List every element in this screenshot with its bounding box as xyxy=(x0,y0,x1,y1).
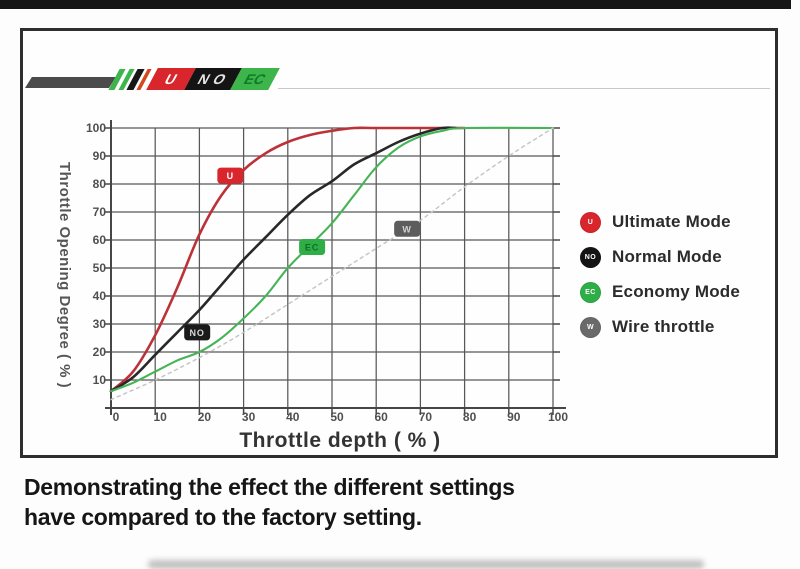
y-tick-label: 90 xyxy=(92,149,106,163)
caption-line-1: Demonstrating the effect the different s… xyxy=(24,474,515,500)
x-tick-label: 10 xyxy=(153,410,167,424)
curve-badge-ec xyxy=(299,239,326,255)
curve-normal-mode xyxy=(109,126,458,393)
curve-badge-label-no: NO xyxy=(189,328,205,338)
curve-wire-throttle-factory- xyxy=(110,127,554,401)
y-tick-label: 30 xyxy=(92,317,106,331)
legend-item-economy-mode: EC Economy Mode xyxy=(580,281,740,303)
x-tick-label: 60 xyxy=(374,410,388,424)
x-tick-label: 30 xyxy=(241,410,256,424)
legend-label: Normal Mode xyxy=(612,247,722,266)
x-tick-label: 40 xyxy=(286,410,300,424)
curve-badge-u xyxy=(217,167,244,184)
x-tick-label: 50 xyxy=(330,410,344,424)
y-tick-label: 40 xyxy=(92,289,106,303)
legend-label: Economy Mode xyxy=(612,282,741,301)
caption-line-2: have compared to the factory setting. xyxy=(24,504,422,530)
legend-label: Ultimate Mode xyxy=(612,212,731,231)
legend-item-normal-mode: NO Normal Mode xyxy=(580,246,740,268)
logo-underline xyxy=(278,88,770,89)
x-tick-label: 100 xyxy=(547,410,569,424)
x-tick-label: 90 xyxy=(507,410,521,424)
legend-dot-icon: NO xyxy=(580,246,601,268)
curve-badge-no xyxy=(184,324,211,341)
bottom-smudge xyxy=(148,560,704,569)
legend-dot-icon: U xyxy=(580,211,601,233)
y-tick-label: 20 xyxy=(92,345,106,359)
x-tick-label: 20 xyxy=(197,410,212,424)
curve-ultimate-mode xyxy=(109,126,466,393)
y-tick-label: 10 xyxy=(92,373,106,387)
y-tick-label: 100 xyxy=(85,121,106,135)
legend-dot-icon: W xyxy=(580,316,601,338)
caption: Demonstrating the effect the different s… xyxy=(24,472,515,532)
y-tick-label: 70 xyxy=(92,205,106,219)
x-tick-label: 70 xyxy=(418,410,433,424)
curve-badge-label-ec: EC xyxy=(305,243,320,253)
legend-label: Wire throttle xyxy=(612,317,715,336)
chart-panel xyxy=(20,28,778,458)
x-axis-title: Throttle depth ( % ) xyxy=(239,429,441,452)
legend: U Ultimate Mode NO Normal Mode EC Economy Mod… xyxy=(580,211,740,351)
y-tick-label: 50 xyxy=(92,261,106,275)
y-tick-label: 80 xyxy=(92,177,106,191)
x-tick-label: 0 xyxy=(112,410,120,424)
x-tick-label: 80 xyxy=(462,410,477,424)
curve-badge-label-w: W xyxy=(402,224,412,234)
y-tick-label: 60 xyxy=(92,233,106,247)
legend-dot-icon: EC xyxy=(580,281,601,303)
curve-badge-w xyxy=(394,220,421,237)
y-axis-title: Throttle Opening Degree ( % ) xyxy=(56,161,73,389)
top-black-bar xyxy=(0,0,791,9)
curve-badge-label-u: U xyxy=(227,171,235,181)
legend-item-ultimate-mode: U Ultimate Mode xyxy=(580,211,740,233)
legend-item-wire-throttle: W Wire throttle xyxy=(580,316,740,338)
